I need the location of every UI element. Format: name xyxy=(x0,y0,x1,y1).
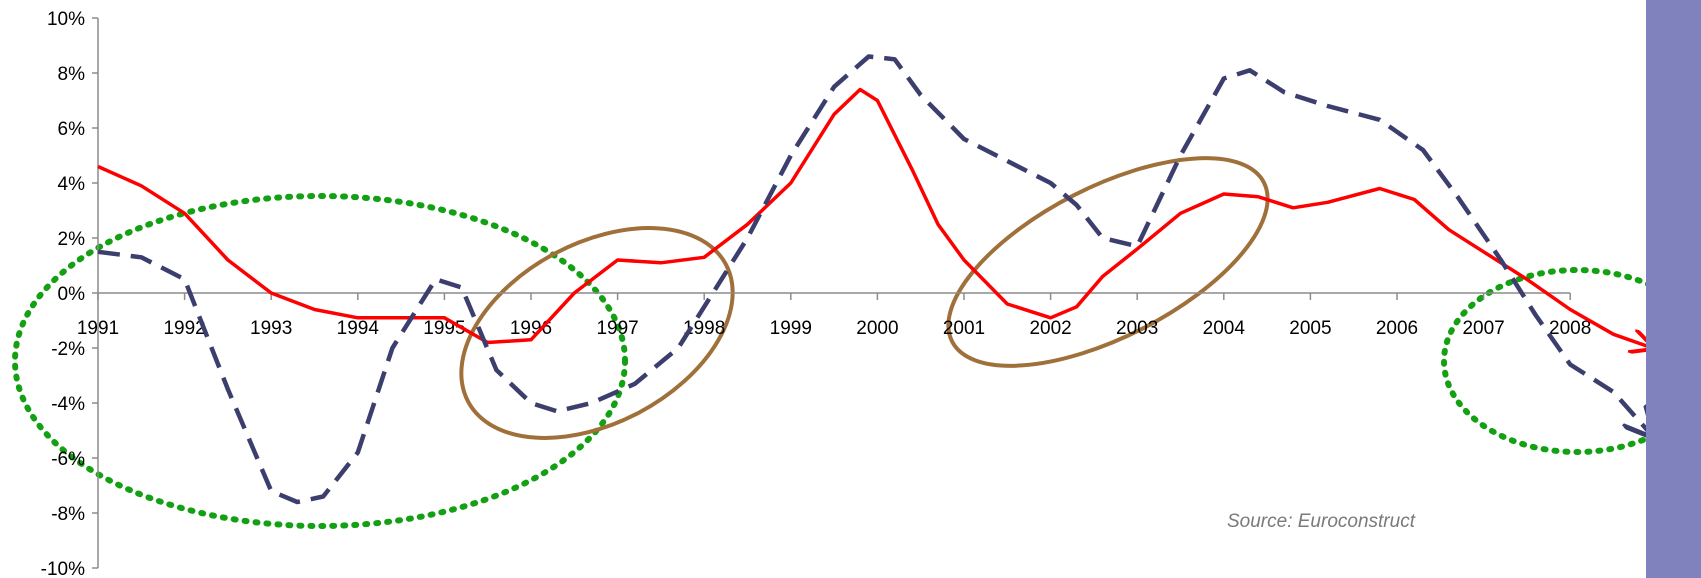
y-tick-label: 6% xyxy=(58,119,86,140)
x-tick-label: 2008 xyxy=(1549,318,1591,339)
x-tick-label: 2005 xyxy=(1289,318,1331,339)
dashed-series-line xyxy=(97,54,1653,505)
solid-series-line xyxy=(97,87,1653,349)
x-tick-label: 2003 xyxy=(1116,318,1158,339)
x-tick-label: 1991 xyxy=(77,318,119,339)
x-tick-label: 2007 xyxy=(1462,318,1504,339)
x-tick-label: 2004 xyxy=(1203,318,1246,339)
x-tick-label: 1993 xyxy=(250,318,292,339)
annotation-ellipses xyxy=(12,156,1701,529)
source-label: Source: Euroconstruct xyxy=(1227,511,1416,532)
x-tick-label: 2000 xyxy=(856,318,898,339)
x-tick-label: 1999 xyxy=(770,318,812,339)
y-tick-label: -10% xyxy=(41,559,85,578)
y-tick-label: -2% xyxy=(51,339,85,360)
y-tick-label: -6% xyxy=(51,449,85,470)
dotted-ellipse-right xyxy=(1441,267,1701,455)
y-tick-label: -8% xyxy=(51,504,85,525)
y-tick-label: 8% xyxy=(58,64,86,85)
y-tick-label: 4% xyxy=(58,174,86,195)
x-tick-label: 2006 xyxy=(1376,318,1418,339)
solid-ellipse-2001-2004 xyxy=(946,156,1270,368)
series-lines xyxy=(97,54,1653,505)
x-tick-label: 1997 xyxy=(596,318,638,339)
solid-ellipse-1996-1998 xyxy=(459,226,735,440)
x-tick-label: 1998 xyxy=(683,318,725,339)
x-tick-label: 1996 xyxy=(510,318,552,339)
x-tick-label: 1994 xyxy=(337,318,380,339)
x-tick-label: 2002 xyxy=(1029,318,1071,339)
axes: 10% 8% 6% 4% 2% 0% -2% -4% -6% -8% -10% 1991 1992 199… xyxy=(41,9,1592,578)
y-tick-label: -4% xyxy=(51,394,85,415)
dotted-ellipse-left xyxy=(12,193,628,529)
y-tick-label: 2% xyxy=(58,229,86,250)
x-tick-label: 1995 xyxy=(423,318,465,339)
x-tick-label: 2001 xyxy=(943,318,985,339)
y-tick-label: 10% xyxy=(47,9,85,30)
side-panel xyxy=(1646,0,1701,578)
x-tick-label: 1992 xyxy=(163,318,205,339)
y-tick-label: 0% xyxy=(58,284,86,305)
